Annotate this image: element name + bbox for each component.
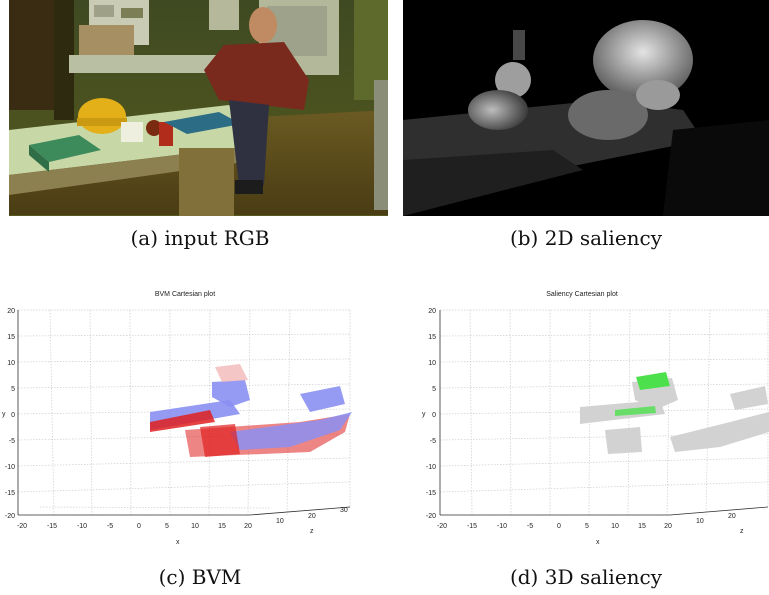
z-tick-label: 10	[696, 518, 704, 525]
y-tick-label: 0	[432, 412, 436, 419]
bvm-xlabel: x	[176, 539, 180, 546]
saliency-x-ticks: -20 -15 -10 -5 0 5 10 15 20	[437, 523, 672, 530]
bvm-point-cloud	[150, 364, 352, 457]
caption-a: (a) input RGB	[130, 226, 270, 250]
z-tick-label: 30	[340, 507, 348, 514]
x-tick-label: 20	[664, 523, 672, 530]
caption-c: (c) BVM	[158, 565, 242, 589]
x-tick-label: -5	[527, 523, 533, 530]
z-tick-label: 20	[308, 513, 316, 520]
x-tick-label: -20	[17, 523, 27, 530]
y-tick-label: 20	[7, 308, 15, 315]
x-tick-label: 5	[165, 523, 169, 530]
y-tick-label: 15	[7, 334, 15, 341]
saliency-zlabel: z	[740, 528, 744, 535]
bvm-zlabel: z	[310, 528, 314, 535]
y-tick-label: 20	[428, 308, 436, 315]
input-rgb-image	[9, 0, 389, 216]
bvm-plot: BVM Cartesian plot	[2, 291, 352, 546]
y-tick-label: 10	[7, 360, 15, 367]
x-tick-label: 10	[611, 523, 619, 530]
y-tick-label: 15	[428, 334, 436, 341]
x-tick-label: 15	[218, 523, 226, 530]
bvm-axes	[17, 310, 351, 516]
x-tick-label: 10	[191, 523, 199, 530]
caption-b: (b) 2D saliency	[509, 226, 663, 250]
x-tick-label: -10	[497, 523, 507, 530]
y-tick-label: -10	[5, 464, 15, 471]
bvm-z-ticks: 10 20 30	[276, 507, 348, 525]
x-tick-label: 5	[585, 523, 589, 530]
x-tick-label: -15	[47, 523, 57, 530]
saliency-2d-image	[403, 0, 769, 216]
x-tick-label: 0	[557, 523, 561, 530]
saliency-xlabel: x	[596, 539, 600, 546]
saliency-y-ticks: 20 15 10 5 0 -5 -10 -15 -20	[426, 308, 436, 520]
bvm-x-ticks: -20 -15 -10 -5 0 5 10 15 20	[17, 523, 252, 530]
x-tick-label: -5	[107, 523, 113, 530]
saliency-axes	[439, 310, 769, 516]
x-tick-label: 20	[244, 523, 252, 530]
y-tick-label: -10	[426, 464, 436, 471]
y-tick-label: 10	[428, 360, 436, 367]
saliency-ylabel: y	[422, 411, 426, 418]
z-tick-label: 20	[728, 513, 736, 520]
x-tick-label: -10	[77, 523, 87, 530]
y-tick-label: -5	[9, 438, 15, 445]
panel-3d-saliency-plot: Saliency Cartesian plot	[400, 282, 769, 557]
x-tick-label: 15	[638, 523, 646, 530]
saliency-z-ticks: 10 20	[696, 513, 736, 525]
panel-bvm-plot: BVM Cartesian plot	[0, 282, 380, 557]
y-tick-label: -20	[5, 513, 15, 520]
y-tick-label: -15	[5, 490, 15, 497]
y-tick-label: 0	[11, 412, 15, 419]
x-tick-label: -20	[437, 523, 447, 530]
x-tick-label: 0	[137, 523, 141, 530]
y-tick-label: -5	[430, 438, 436, 445]
y-tick-label: -15	[426, 490, 436, 497]
panel-2d-saliency	[403, 0, 769, 216]
bvm-ylabel: y	[2, 411, 6, 418]
z-tick-label: 10	[276, 518, 284, 525]
saliency-point-cloud	[580, 372, 769, 454]
caption-d: (d) 3D saliency	[509, 565, 663, 589]
bvm-y-ticks: 20 15 10 5 0 -5 -10 -15 -20	[5, 308, 15, 520]
saliency-3d-plot: Saliency Cartesian plot	[422, 291, 769, 546]
y-tick-label: 5	[11, 386, 15, 393]
x-tick-label: -15	[467, 523, 477, 530]
panel-input-rgb	[9, 0, 389, 216]
y-tick-label: -20	[426, 513, 436, 520]
bvm-plot-title: BVM Cartesian plot	[155, 291, 215, 298]
saliency-plot-title: Saliency Cartesian plot	[546, 291, 618, 298]
y-tick-label: 5	[432, 386, 436, 393]
